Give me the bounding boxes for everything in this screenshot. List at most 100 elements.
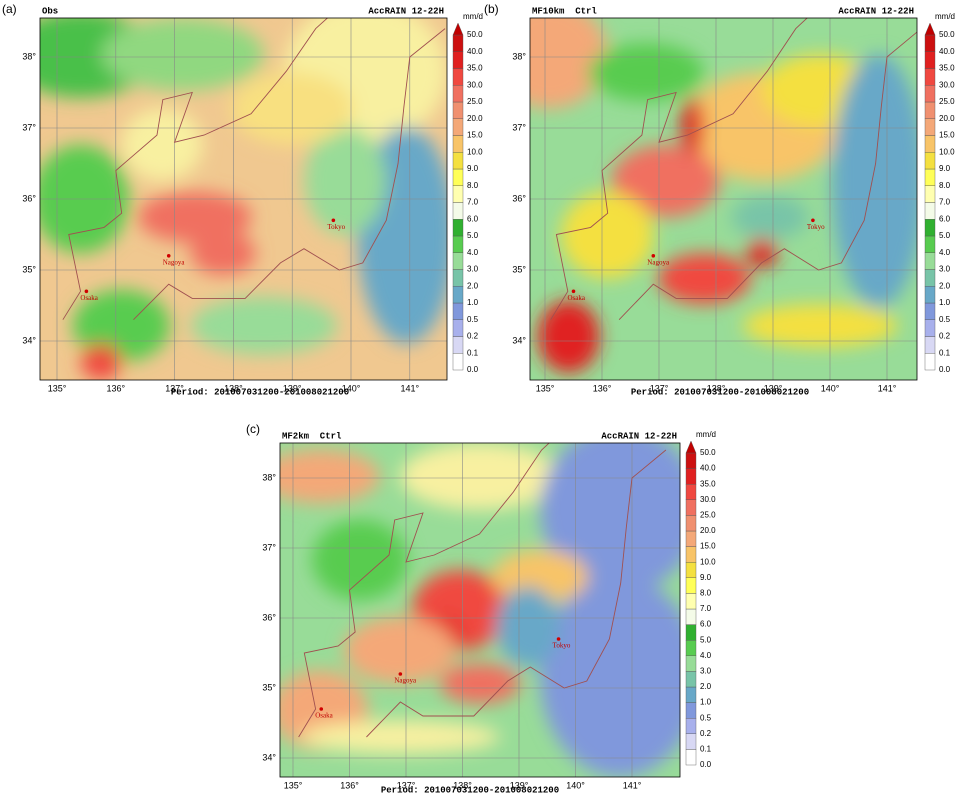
colorbar-label: 5.0	[467, 231, 479, 240]
rain-blob	[280, 449, 380, 504]
rain-blob	[80, 343, 122, 380]
colorbar-segment	[685, 452, 697, 469]
lat-label: 34°	[262, 752, 276, 762]
colorbar-label: 1.0	[939, 298, 951, 307]
map-panel: Osaka Nagoya Tokyo (c) MF2km Ctrl AccRAIN 12-…	[246, 422, 716, 795]
colorbar-segment	[685, 686, 697, 703]
colorbar-label: 0.0	[700, 760, 712, 769]
rain-blob	[190, 231, 256, 276]
rain-blob	[540, 443, 680, 594]
colorbar-segment	[452, 219, 464, 237]
colorbar-label: 40.0	[700, 464, 716, 473]
lon-label: 137°	[165, 383, 184, 393]
coastline	[133, 28, 446, 321]
colorbar-segment	[924, 202, 936, 220]
colorbar-segment	[924, 319, 936, 337]
colorbar-label: 50.0	[939, 30, 955, 39]
rain-blob	[540, 576, 680, 777]
colorbar-label: 15.0	[939, 131, 955, 140]
colorbar-segment	[924, 219, 936, 237]
colorbar-label: 5.0	[939, 231, 951, 240]
colorbar-segment	[452, 353, 464, 371]
colorbar-segment	[685, 468, 697, 485]
colorbar-segment	[685, 608, 697, 625]
colorbar-unit: mm/d	[463, 12, 483, 21]
city-dot	[556, 637, 561, 641]
coastline	[366, 449, 667, 738]
lon-label: 139°	[283, 383, 302, 393]
colorbar-segment	[685, 624, 697, 641]
city-dot	[84, 289, 89, 294]
colorbar-label: 15.0	[467, 131, 483, 140]
colorbar-label: 30.0	[939, 80, 955, 89]
colorbar-label: 6.0	[467, 214, 479, 223]
colorbar-arrow	[685, 440, 697, 454]
period: Period: 201007031200-201008021200	[631, 387, 809, 397]
colorbar-segment	[452, 168, 464, 186]
lat-label: 35°	[22, 264, 36, 274]
lon-label: 136°	[340, 780, 359, 790]
lon-label: 140°	[821, 383, 840, 393]
colorbar-label: 25.0	[467, 97, 483, 106]
city-dot	[571, 289, 576, 294]
colorbar-segment	[685, 530, 697, 547]
rain-blob	[530, 18, 608, 109]
field-blobs	[280, 443, 680, 777]
rain-blob	[742, 303, 898, 348]
colorbar-segment	[452, 152, 464, 170]
lat-label: 36°	[512, 193, 526, 203]
colorbar-segment	[924, 51, 936, 69]
rain-field: Osaka Nagoya Tokyo	[280, 443, 680, 777]
colorbar-label: 0.5	[700, 713, 712, 722]
colorbar-label: 40.0	[467, 47, 483, 56]
panel-label: (b)	[484, 2, 499, 16]
city-label: Nagoya	[647, 258, 670, 266]
rain-blob	[300, 720, 500, 754]
colorbar-segment	[924, 286, 936, 304]
colorbar-label: 0.5	[939, 315, 951, 324]
lat-label: 37°	[22, 122, 36, 132]
rain-blob	[680, 97, 705, 156]
colorbar-label: 4.0	[700, 651, 712, 660]
city-label: Tokyo	[807, 223, 825, 231]
colorbar-segment	[452, 269, 464, 287]
colorbar-label: 50.0	[700, 448, 716, 457]
colorbar-label: 25.0	[700, 511, 716, 520]
colorbar-segment	[452, 118, 464, 136]
map-frame	[279, 442, 681, 778]
colorbar-label: 30.0	[467, 80, 483, 89]
colorbar-segment	[924, 135, 936, 153]
colorbar-segment	[924, 336, 936, 354]
colorbar-segment	[685, 499, 697, 516]
panel-name: MF2km Ctrl	[282, 431, 342, 441]
colorbar-segment	[924, 68, 936, 86]
rain-blob	[537, 300, 600, 373]
colorbar-segment	[452, 51, 464, 69]
field-blobs	[40, 18, 447, 380]
colorbar-label: 9.0	[467, 164, 479, 173]
colorbar-segment	[452, 185, 464, 203]
lon-label: 139°	[764, 383, 783, 393]
coastline	[62, 18, 329, 320]
colorbar-segment	[685, 546, 697, 563]
lon-label: 140°	[342, 383, 361, 393]
lon-label: 141°	[400, 383, 419, 393]
colorbar-label: 0.2	[939, 332, 951, 341]
rain-blob	[312, 519, 408, 600]
colorbar-label: 6.0	[700, 620, 712, 629]
lon-label: 141°	[623, 780, 642, 790]
rain-blob	[190, 296, 338, 355]
lat-label: 38°	[262, 472, 276, 482]
rain-blob	[560, 191, 654, 279]
city-dot	[319, 707, 324, 711]
colorbar-label: 3.0	[939, 265, 951, 274]
rain-field: Osaka Nagoya Tokyo	[40, 18, 447, 380]
panel-title: AccRAIN 12-22H	[838, 6, 914, 16]
colorbar-segment	[452, 85, 464, 103]
city-dot	[166, 254, 171, 258]
colorbar-label: 40.0	[939, 47, 955, 56]
colorbar-segment	[924, 118, 936, 136]
lat-label: 35°	[262, 682, 276, 692]
colorbar-segment	[924, 34, 936, 52]
lon-label: 138°	[453, 780, 472, 790]
